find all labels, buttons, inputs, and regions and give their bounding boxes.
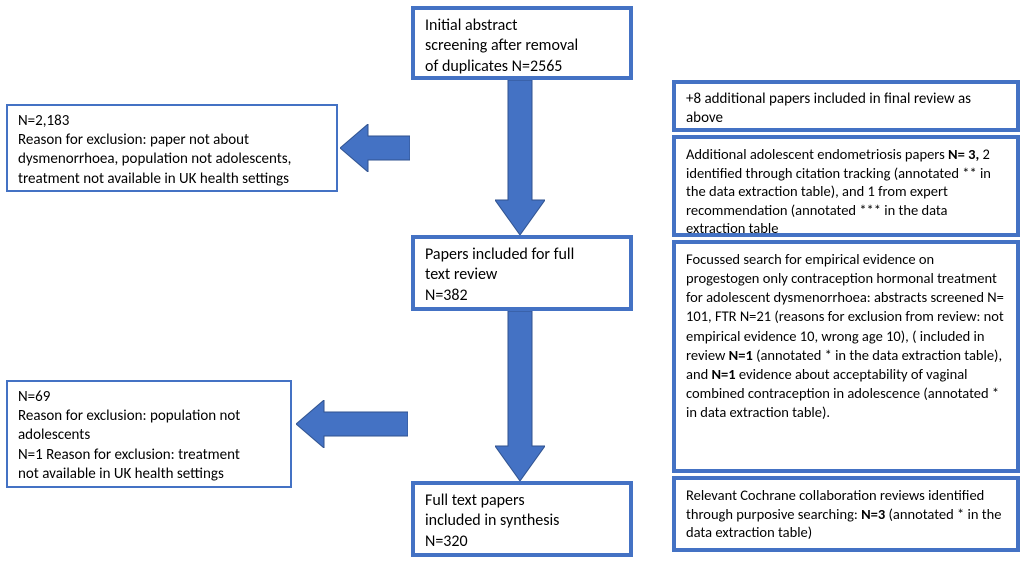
- node-additional-header: +8 additional papers included in final r…: [672, 80, 1020, 132]
- node-synthesis: Full text papers included in synthesis N…: [411, 481, 633, 557]
- cochrane-text: Relevant Cochrane collaboration reviews …: [686, 486, 1001, 541]
- excl2-line4: N=1 Reason for exclusion: treatment: [18, 446, 240, 464]
- node-ftr-line1: Papers included for full: [425, 245, 574, 264]
- node-syn-line1: Full text papers: [425, 491, 525, 510]
- node-ftr-line2: text review: [425, 265, 497, 284]
- excl1-line3: dysmenorrhoea, population not adolescent…: [18, 150, 291, 168]
- node-endometriosis: Additional adolescent endometriosis pape…: [672, 135, 1020, 237]
- excl2-line2: Reason for exclusion: population not: [18, 407, 240, 425]
- arrow-down-2: [495, 311, 545, 481]
- node-progestogen: Focussed search for empirical evidence o…: [672, 240, 1020, 473]
- node-ftr-line3: N=382: [425, 286, 468, 305]
- node-syn-line3: N=320: [425, 532, 468, 551]
- node-exclusion-1: N=2,183 Reason for exclusion: paper not …: [6, 104, 338, 192]
- node-initial-line3: of duplicates N=2565: [425, 57, 562, 76]
- excl1-line2: Reason for exclusion: paper not about: [18, 131, 249, 149]
- excl1-line4: treatment not available in UK health set…: [18, 170, 289, 188]
- endo-text: Additional adolescent endometriosis pape…: [686, 145, 991, 237]
- excl2-line3: adolescents: [18, 426, 90, 444]
- excl1-line1: N=2,183: [18, 112, 69, 130]
- progestogen-text: Focussed search for empirical evidence o…: [686, 250, 1004, 421]
- node-syn-line2: included in synthesis: [425, 511, 559, 530]
- node-initial-line2: screening after removal: [425, 36, 578, 55]
- node-initial-line1: Initial abstract: [425, 16, 517, 35]
- arrow-left-2: [296, 400, 408, 448]
- arrow-down-1: [495, 80, 545, 235]
- node-full-text-review: Papers included for full text review N=3…: [411, 235, 633, 311]
- excl2-line5: not available in UK health settings: [18, 465, 224, 483]
- node-exclusion-2: N=69 Reason for exclusion: population no…: [6, 380, 292, 488]
- excl2-line1: N=69: [18, 388, 50, 406]
- arrow-left-1: [340, 124, 410, 172]
- node-cochrane: Relevant Cochrane collaboration reviews …: [672, 476, 1020, 552]
- node-initial-screening: Initial abstract screening after removal…: [411, 6, 633, 80]
- right-header-text: +8 additional papers included in final r…: [686, 90, 971, 127]
